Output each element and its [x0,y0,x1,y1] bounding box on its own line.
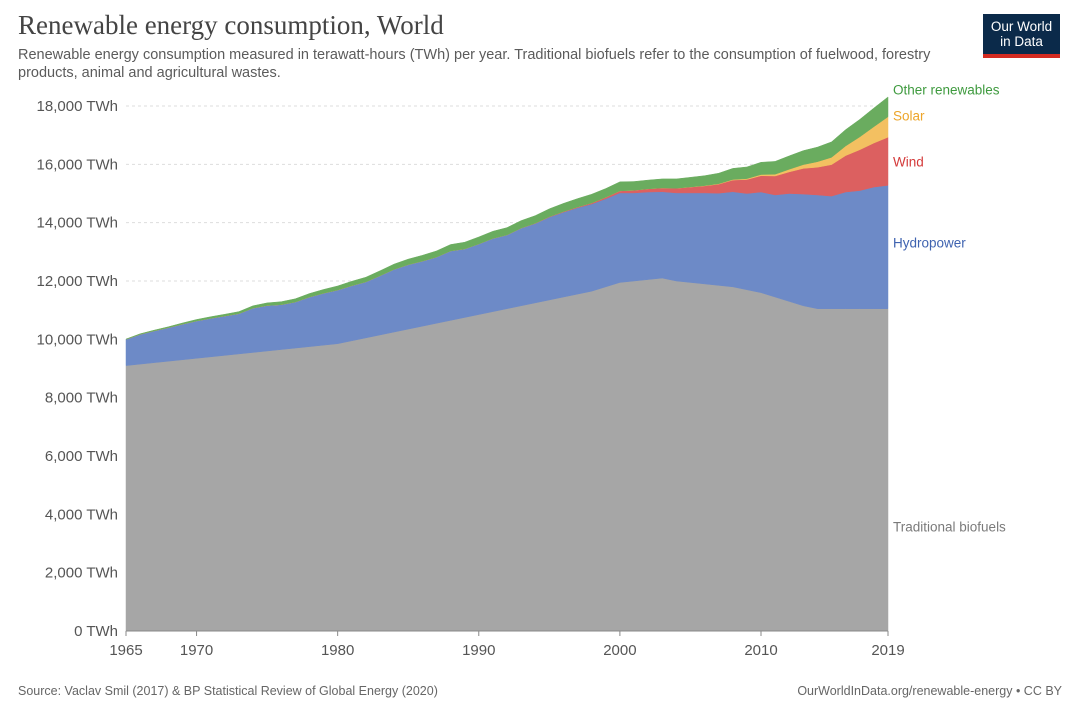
y-tick-label: 8,000 TWh [45,390,118,407]
x-tick-label: 2010 [744,642,777,659]
y-tick-label: 14,000 TWh [37,215,118,232]
area-other-renewables[interactable] [125,96,889,340]
y-tick-label: 12,000 TWh [37,273,118,290]
x-tick-label: 2000 [603,642,636,659]
logo-line-1: Our World [990,19,1053,34]
series-label-wind[interactable]: Wind [893,154,924,169]
y-tick-label: 18,000 TWh [37,98,118,115]
stacked-areas [125,96,889,632]
y-tick-label: 2,000 TWh [45,565,118,582]
series-label-traditional-biofuels[interactable]: Traditional biofuels [893,519,1006,534]
y-tick-label: 6,000 TWh [45,448,118,465]
x-tick-label: 2019 [871,642,904,659]
logo-line-2: in Data [1000,34,1043,49]
chart-title: Renewable energy consumption, World [18,10,444,40]
series-label-other-renewables[interactable]: Other renewables [893,82,1000,97]
series-label-solar[interactable]: Solar [893,108,925,123]
y-tick-label: 16,000 TWh [37,156,118,173]
axes: 0 TWh 2,000 TWh 4,000 TWh 6,000 TWh 8,000 TW… [37,98,905,659]
x-tick-label: 1980 [321,642,354,659]
source-note: Source: Vaclav Smil (2017) & BP Statisti… [18,684,438,698]
series-labels: Traditional biofuels Hydropower Wind Solar O… [893,82,1006,534]
x-tick-label: 1970 [180,642,213,659]
owid-logo[interactable]: Our World in Data [983,14,1060,58]
y-tick-label: 4,000 TWh [45,506,118,523]
area-chart: 0 TWh 2,000 TWh 4,000 TWh 6,000 TWh 8,000 TW… [37,82,1007,659]
credit-link[interactable]: OurWorldInData.org/renewable-energy • CC… [797,684,1062,698]
series-label-hydropower[interactable]: Hydropower [893,236,966,251]
chart-subtitle: Renewable energy consumption measured in… [18,47,931,81]
x-tick-label: 1965 [109,642,142,659]
x-tick-label: 1990 [462,642,495,659]
y-tick-label: 10,000 TWh [37,331,118,348]
y-tick-label: 0 TWh [74,623,118,640]
